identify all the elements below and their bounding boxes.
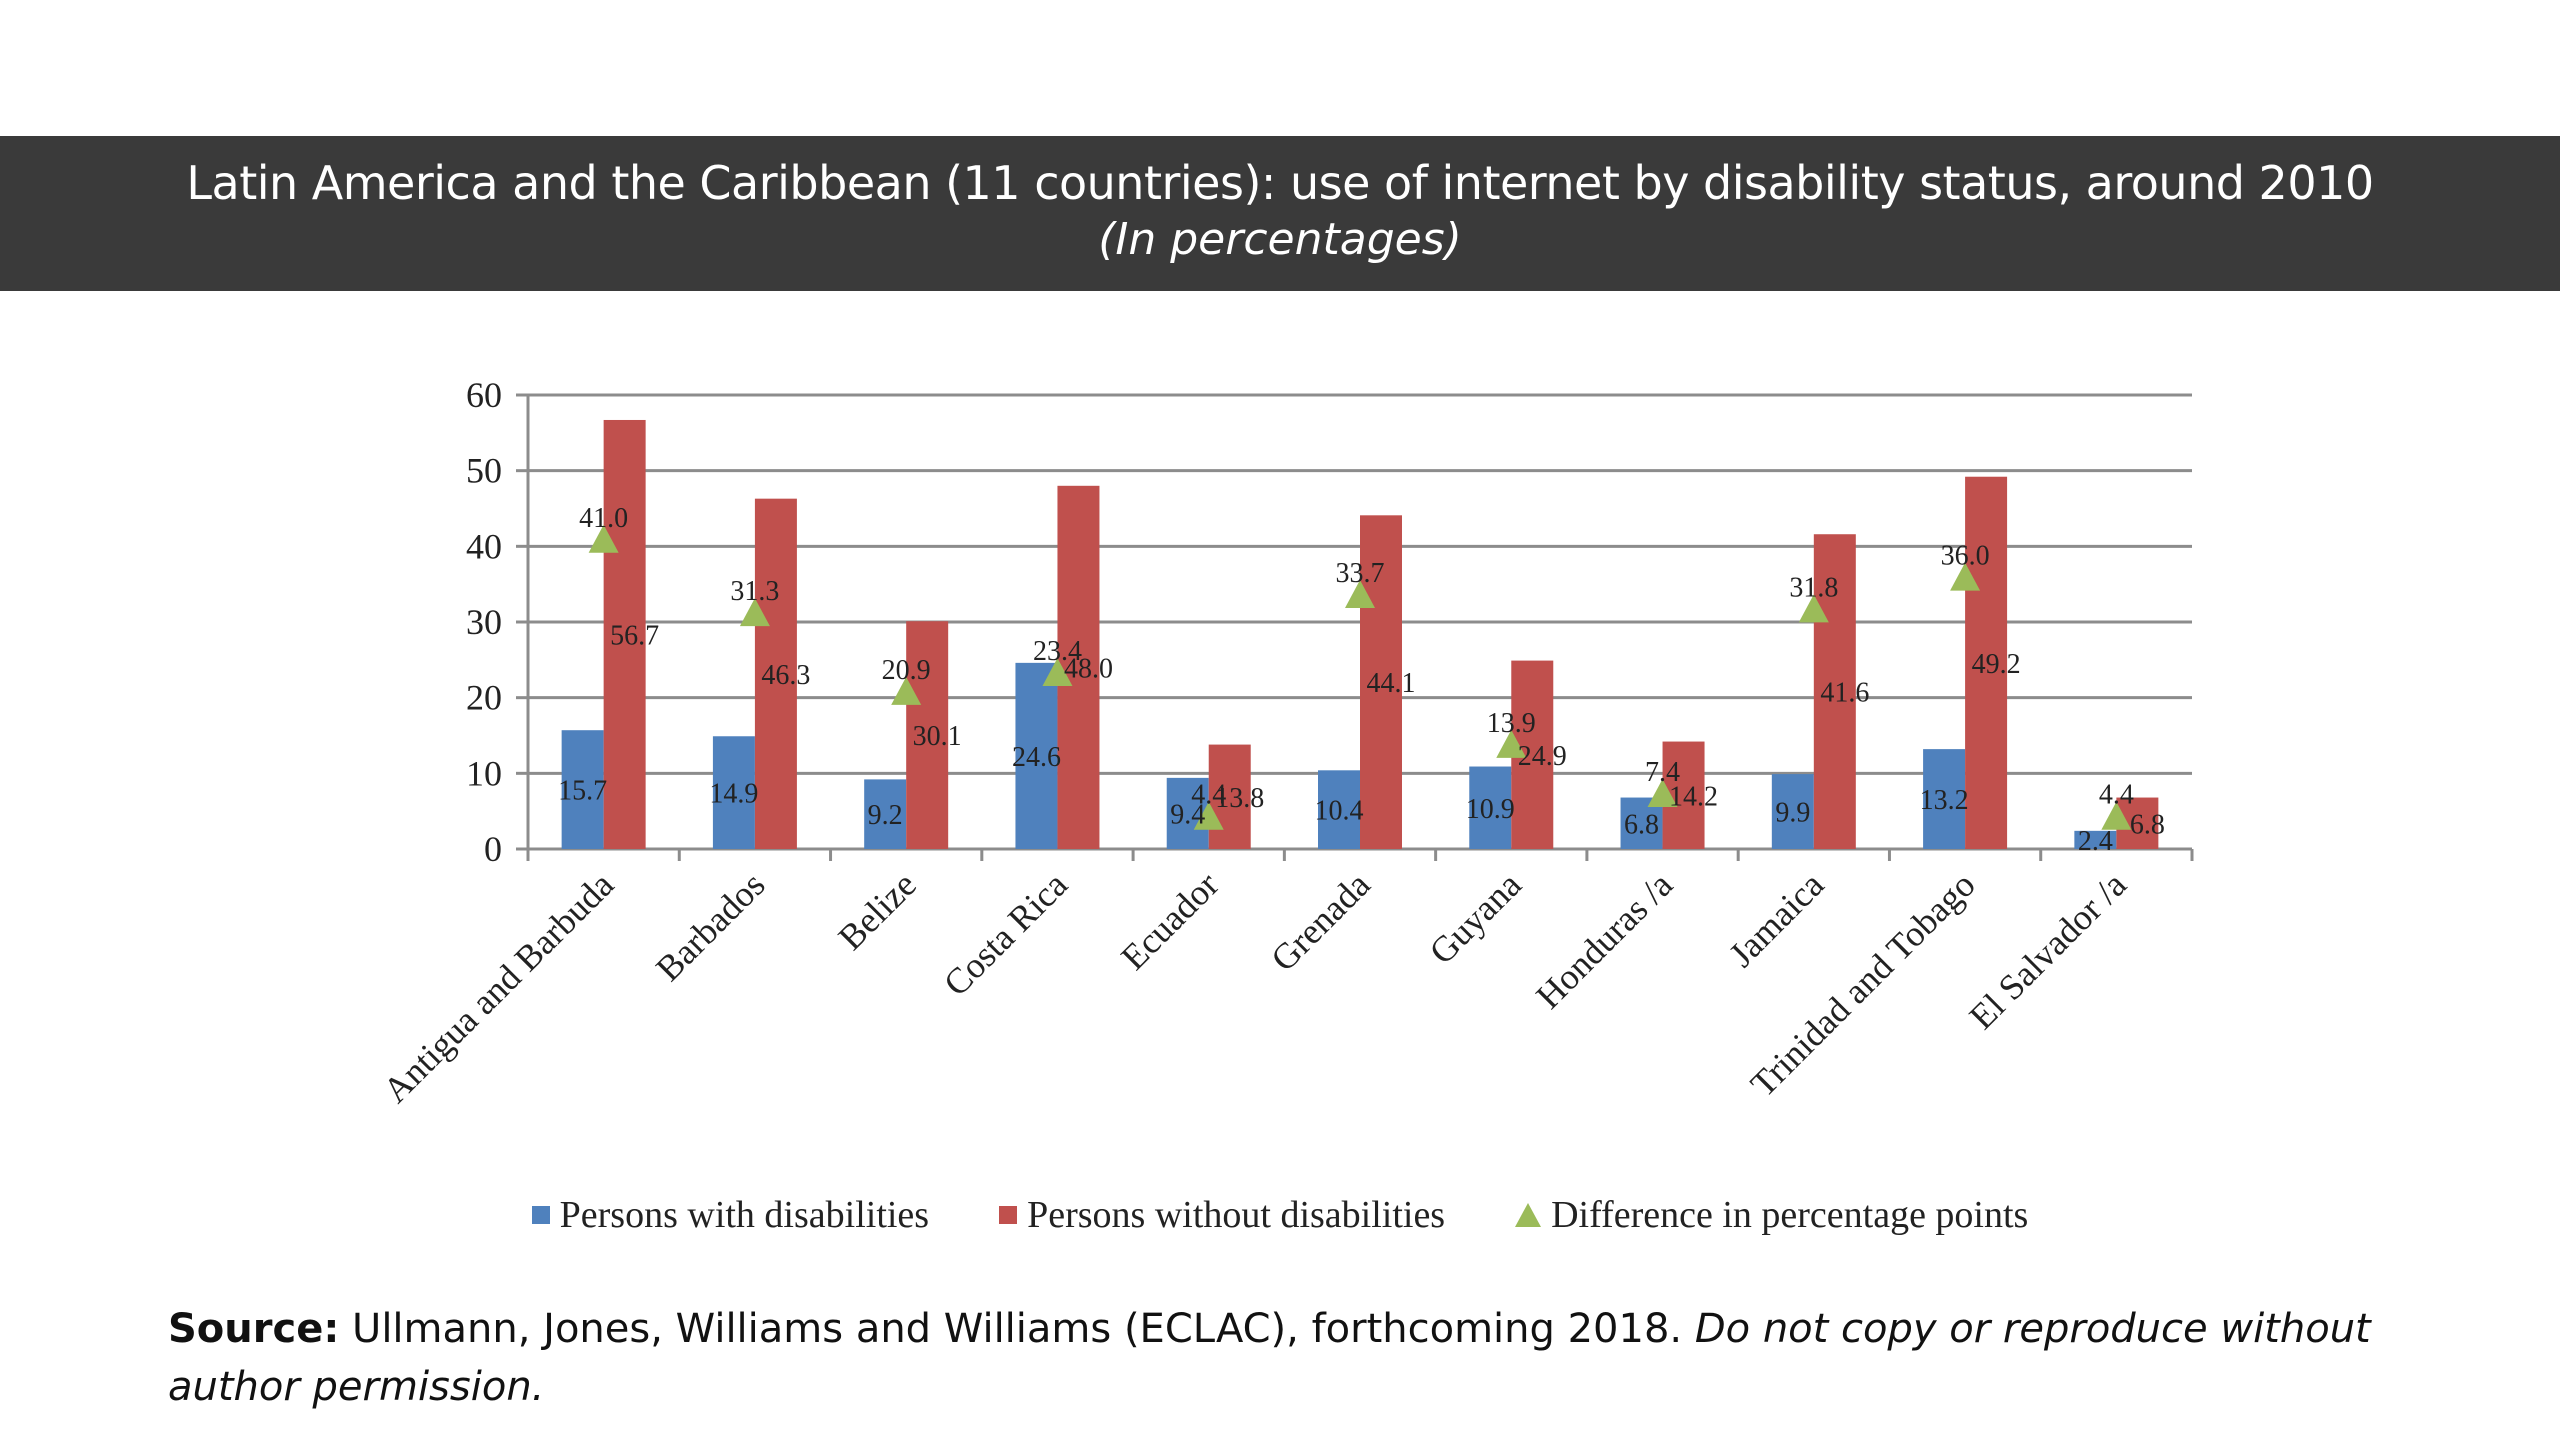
bar-with-disabilities (712, 736, 755, 849)
value-label-difference: 41.0 (579, 503, 628, 534)
value-label-without: 41.6 (1820, 678, 1869, 709)
difference-marker (1647, 779, 1678, 808)
source-text: Ullmann, Jones, Williams and Williams (E… (339, 1306, 1695, 1352)
difference-marker (1950, 562, 1981, 591)
category-label: El Salvador /a (1962, 864, 2135, 1037)
value-label-without: 30.1 (913, 721, 962, 752)
value-label-with: 10.4 (1315, 796, 1364, 827)
difference-marker (1193, 801, 1224, 830)
difference-marker (588, 524, 619, 553)
value-label-without: 24.9 (1518, 741, 1567, 772)
value-label-difference: 23.4 (1033, 636, 1082, 667)
chart-title: Latin America and the Caribbean (11 coun… (186, 156, 2374, 210)
legend-label-difference: Difference in percentage points (1551, 1194, 2029, 1236)
bar-with-disabilities (1166, 777, 1209, 849)
category-label: Grenada (1263, 864, 1378, 979)
value-label-without: 44.1 (1367, 668, 1416, 699)
value-label-with: 9.4 (1170, 799, 1205, 830)
bar-with-disabilities (1469, 766, 1512, 849)
legend: Persons with disabilities Persons withou… (0, 1190, 2560, 1240)
bar-with-disabilities (561, 730, 604, 849)
source-note: Source: Ullmann, Jones, Williams and Wil… (168, 1300, 2408, 1416)
value-label-without: 48.0 (1064, 653, 1113, 684)
bar-without-disabilities (1965, 476, 2008, 849)
y-tick-label: 30 (466, 602, 502, 642)
value-label-difference: 13.9 (1487, 708, 1536, 739)
y-tick-label: 0 (484, 829, 502, 869)
value-label-difference: 7.4 (1645, 757, 1680, 788)
value-label-without: 13.8 (1215, 783, 1264, 814)
value-label-with: 24.6 (1012, 742, 1061, 773)
value-label-with: 15.7 (558, 776, 607, 807)
value-label-difference: 36.0 (1941, 541, 1990, 572)
title-band: Latin America and the Caribbean (11 coun… (0, 136, 2560, 291)
difference-marker (1496, 729, 1527, 758)
y-tick-label: 40 (466, 526, 502, 566)
bar-without-disabilities (1208, 744, 1251, 849)
bar-with-disabilities (864, 779, 907, 849)
bar-with-disabilities (1015, 662, 1058, 849)
value-label-with: 6.8 (1624, 809, 1659, 840)
difference-marker (739, 598, 770, 627)
value-label-difference: 33.7 (1336, 558, 1385, 589)
value-label-with: 2.4 (2078, 826, 2113, 857)
category-label: Honduras /a (1528, 864, 1680, 1016)
bar-without-disabilities (1057, 485, 1100, 849)
difference-marker (1345, 580, 1375, 609)
bar-without-disabilities (1813, 534, 1856, 849)
value-label-difference: 4.4 (2099, 780, 2134, 811)
value-label-with: 9.9 (1775, 798, 1810, 829)
bar-without-disabilities (1360, 515, 1402, 849)
difference-marker (1798, 594, 1829, 623)
y-tick-label: 50 (466, 451, 502, 491)
bar-with-disabilities (1923, 749, 1966, 849)
y-tick-label: 20 (466, 678, 502, 718)
bar-with-disabilities (1771, 774, 1814, 849)
value-label-difference: 31.3 (730, 576, 779, 607)
value-label-without: 14.2 (1669, 781, 1718, 812)
legend-swatch-without (999, 1206, 1018, 1224)
source-label: Source: (168, 1306, 340, 1352)
category-label: Belize (831, 864, 924, 957)
legend-item-without: Persons without disabilities (999, 1193, 1445, 1237)
chart-subtitle: (In percentages) (1098, 214, 1462, 265)
category-label: Costa Rica (936, 864, 1075, 1003)
value-label-difference: 4.4 (1191, 780, 1226, 811)
legend-item-difference: Difference in percentage points (1515, 1193, 2028, 1237)
legend-label-without: Persons without disabilities (1027, 1194, 1446, 1236)
category-label: Antigua and Barbuda (375, 864, 621, 1110)
source-permission-note: Do not copy or reproduce without author … (168, 1306, 2371, 1410)
bar-with-disabilities (1318, 770, 1360, 849)
legend-swatch-with (531, 1206, 550, 1224)
value-label-with: 10.9 (1466, 794, 1515, 825)
bar-without-disabilities (754, 498, 797, 849)
category-label: Guyana (1421, 864, 1528, 971)
legend-triangle-icon (1515, 1203, 1542, 1227)
category-label: Jamaica (1721, 864, 1831, 974)
bar-without-disabilities (906, 621, 949, 849)
y-tick-label: 60 (466, 375, 502, 415)
value-label-difference: 20.9 (882, 655, 931, 686)
category-label: Ecuador (1113, 864, 1226, 977)
value-label-with: 13.2 (1920, 785, 1969, 816)
legend-item-with: Persons with disabilities (531, 1193, 930, 1237)
category-label: Barbados (648, 864, 772, 988)
value-label-without: 56.7 (610, 620, 659, 651)
difference-marker (891, 676, 922, 705)
bar-with-disabilities (2074, 830, 2117, 849)
y-tick-label: 10 (466, 753, 502, 793)
value-label-without: 46.3 (761, 660, 810, 691)
legend-label-with: Persons with disabilities (559, 1194, 930, 1236)
difference-marker (1042, 657, 1073, 686)
value-label-with: 9.2 (868, 800, 903, 831)
value-label-difference: 31.8 (1789, 572, 1838, 603)
value-label-without: 49.2 (1972, 649, 2021, 680)
bar-chart: 0 10 20 30 40 50 60 15.7 56.7 41.0 Antigua and Bar… (375, 375, 2194, 1110)
difference-marker (2101, 801, 2132, 830)
value-label-with: 14.9 (709, 779, 758, 810)
bar-without-disabilities (603, 419, 646, 849)
value-label-without: 6.8 (2130, 809, 2165, 840)
